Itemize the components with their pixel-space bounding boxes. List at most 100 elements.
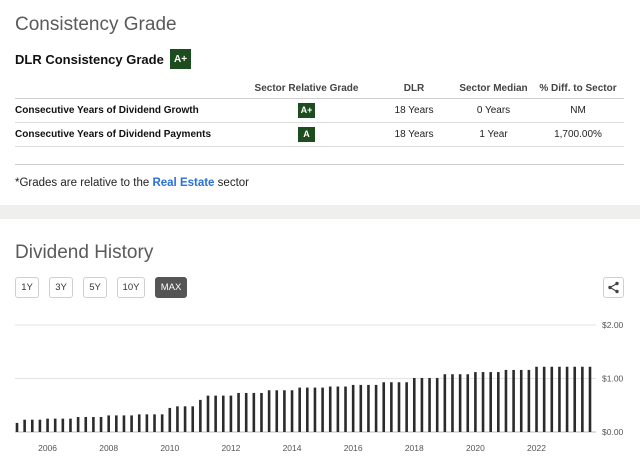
x-tick-label: 2012: [221, 443, 240, 453]
dividend-bar: [313, 387, 317, 432]
dividend-bar: [359, 384, 363, 432]
diff-cell: NM: [532, 98, 624, 123]
range-button-3y[interactable]: 3Y: [49, 277, 73, 298]
x-tick-label: 2020: [466, 443, 485, 453]
row-label: Consecutive Years of Dividend Payments: [15, 122, 240, 147]
grade-cell: A+: [240, 98, 373, 123]
dividend-bar: [497, 372, 500, 432]
dividend-bar: [466, 374, 470, 432]
dividend-bar: [336, 386, 340, 432]
dividend-bar: [489, 372, 492, 432]
range-button-max[interactable]: MAX: [155, 277, 187, 298]
dividend-bar: [588, 366, 592, 432]
dividend-bar: [420, 377, 424, 432]
x-tick-label: 2014: [283, 443, 302, 453]
dividend-bar: [69, 418, 72, 432]
dividend-bar: [550, 366, 554, 432]
real-estate-sector-link[interactable]: Real Estate: [152, 177, 215, 189]
dividend-bar: [283, 390, 286, 432]
dividend-bar: [84, 417, 88, 432]
dividend-bar: [527, 369, 531, 432]
dlr-consistency-label: DLR Consistency Grade: [15, 52, 164, 67]
dividend-bar: [275, 390, 279, 432]
dividend-bar: [367, 384, 370, 432]
range-button-5y[interactable]: 5Y: [83, 277, 107, 298]
column-header-label: [15, 80, 240, 99]
dividend-bar: [535, 366, 538, 432]
dlr-cell: 18 Years: [373, 98, 455, 123]
x-tick-label: 2018: [405, 443, 424, 453]
dividend-bar: [229, 395, 233, 432]
grade-badge: A+: [298, 102, 315, 118]
share-button[interactable]: [603, 277, 624, 298]
median-cell: 0 Years: [455, 98, 532, 123]
dividend-bar: [168, 407, 172, 432]
dividend-bar: [321, 387, 324, 432]
dividend-bar: [115, 415, 118, 432]
dividend-bar: [458, 374, 462, 432]
footnote-prefix: *Grades are relative to the: [15, 177, 150, 189]
grade-cell: A: [240, 122, 373, 147]
dividend-bar: [382, 382, 386, 432]
diff-cell: 1,700.00%: [532, 122, 624, 147]
consistency-grade-title: Consistency Grade: [15, 14, 177, 35]
dividend-bar: [53, 418, 57, 432]
dividend-bar: [176, 406, 179, 432]
x-tick-label: 2022: [527, 443, 546, 453]
dividend-bar: [76, 417, 80, 432]
dividend-bar: [519, 369, 523, 432]
dividend-bar: [374, 384, 378, 432]
dividend-bar: [558, 366, 561, 432]
dividend-bar: [565, 366, 569, 432]
grade-badge: A: [298, 126, 315, 142]
dividend-bar: [122, 415, 126, 432]
dividend-bar: [244, 392, 248, 432]
range-button-10y[interactable]: 10Y: [117, 277, 145, 298]
dividend-bar: [199, 399, 202, 432]
x-tick-label: 2006: [38, 443, 57, 453]
dividend-bar: [512, 369, 515, 432]
dividend-bar: [30, 419, 34, 432]
dividend-bar: [61, 418, 65, 432]
dividend-bar: [145, 414, 149, 432]
x-tick-label: 2010: [160, 443, 179, 453]
dividend-bar: [328, 386, 332, 432]
dlr-cell: 18 Years: [373, 122, 455, 147]
y-tick-label: $2.00: [602, 320, 624, 330]
dividend-bar: [38, 419, 42, 432]
dividend-bar: [504, 369, 508, 432]
section-divider: [0, 205, 640, 219]
dividend-bar: [443, 374, 447, 432]
dividend-bar: [137, 414, 141, 432]
dividend-bar: [573, 366, 577, 432]
dividend-bar: [435, 377, 439, 432]
dividend-bar: [206, 395, 210, 432]
dividend-bar: [474, 372, 477, 432]
dividend-bar: [542, 366, 546, 432]
dividend-bar: [221, 395, 225, 432]
table-spacer-row: [15, 146, 624, 165]
dividend-bar: [153, 414, 156, 432]
dividend-bar: [15, 422, 19, 432]
median-cell: 1 Year: [455, 122, 532, 147]
dlr-consistency-header: DLR Consistency Grade A+: [15, 49, 191, 69]
range-button-1y[interactable]: 1Y: [15, 277, 39, 298]
row-label: Consecutive Years of Dividend Growth: [15, 98, 240, 123]
column-header-dlr: DLR: [373, 80, 455, 99]
dividend-history-chart: $0.00 $1.00 $2.00 2006 2008 2010 2012 2014 2016 2…: [15, 320, 624, 453]
dividend-bar: [428, 377, 431, 432]
dividend-bar: [183, 406, 187, 432]
dividend-bar: [290, 390, 294, 432]
dividend-bar: [306, 387, 309, 432]
dividend-bar: [412, 377, 416, 432]
dividend-history-title: Dividend History: [15, 242, 154, 263]
y-tick-label: $1.00: [602, 374, 624, 384]
table-row: Consecutive Years of Dividend Growth A+ …: [15, 98, 624, 123]
dividend-bar: [344, 386, 347, 432]
dividend-bar: [390, 382, 393, 432]
x-tick-label: 2008: [99, 443, 118, 453]
footnote-suffix: sector: [217, 177, 249, 189]
table-row: Consecutive Years of Dividend Payments A…: [15, 122, 624, 147]
dividend-bar: [160, 414, 164, 432]
grades-footnote: *Grades are relative to the Real Estate …: [15, 177, 249, 189]
